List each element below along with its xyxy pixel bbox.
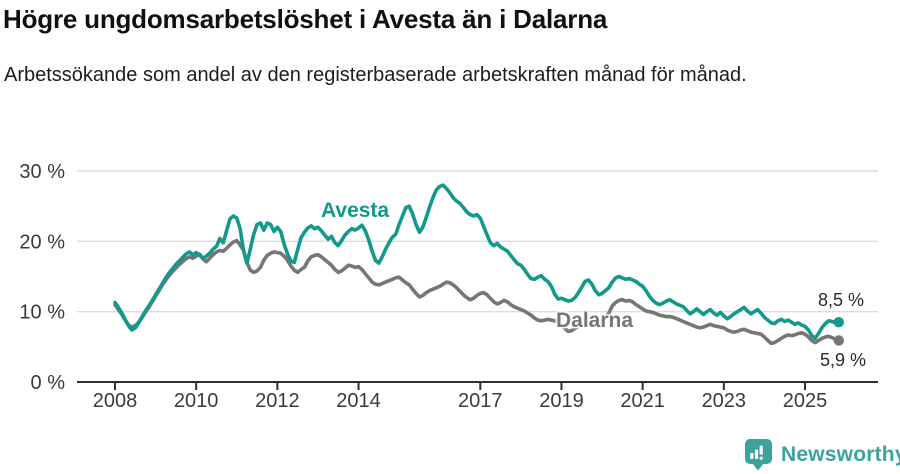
- series-label-avesta: Avesta: [321, 199, 390, 222]
- series-end-dot-dalarna: [833, 335, 844, 346]
- x-axis-tick-label: 2017: [458, 390, 503, 412]
- end-value-label-dalarna: 5,9 %: [820, 350, 867, 370]
- x-axis-tick-label: 2010: [174, 390, 219, 412]
- y-axis-tick-label: 0 %: [31, 372, 66, 394]
- chart-subtitle: Arbetssökande som andel av den registerb…: [4, 64, 747, 86]
- newsworthy-logo-icon: [745, 439, 772, 471]
- page-title: Högre ungdomsarbetslöshet i Avesta än i …: [3, 4, 608, 34]
- y-axis-tick-label: 10 %: [19, 302, 65, 324]
- x-axis-tick-label: 2014: [336, 390, 381, 412]
- x-axis-tick-label: 2019: [539, 390, 584, 412]
- brand-footer: Newsworthy: [744, 438, 900, 471]
- y-axis-tick-label: 30 %: [19, 161, 65, 183]
- x-axis-tick-label: 2008: [93, 390, 138, 412]
- x-axis-tick-label: 2025: [783, 390, 828, 412]
- x-axis-tick-label: 2021: [620, 390, 665, 412]
- series-line-dalarna: [113, 238, 841, 346]
- series-label-dalarna: Dalarna: [556, 309, 634, 332]
- x-axis-tick-label: 2023: [702, 390, 747, 412]
- series-line-avesta: [113, 183, 841, 341]
- y-axis-tick-label: 20 %: [19, 231, 65, 253]
- x-axis-tick-label: 2012: [255, 390, 300, 412]
- end-value-label-avesta: 8,5 %: [818, 290, 865, 310]
- brand-name: Newsworthy: [781, 442, 900, 466]
- series-end-dot-avesta: [833, 317, 844, 328]
